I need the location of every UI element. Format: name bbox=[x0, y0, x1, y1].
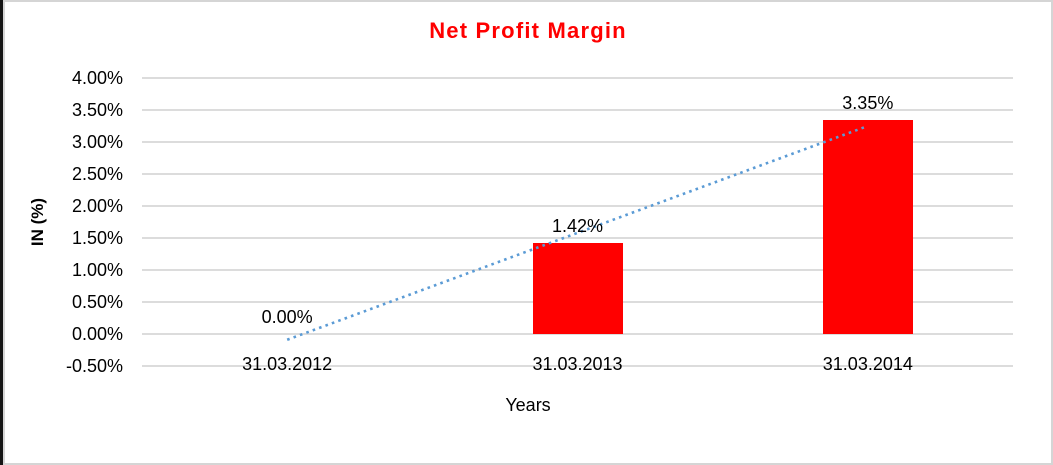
y-tick-label: 4.00% bbox=[71, 68, 123, 88]
gridline bbox=[142, 237, 1013, 239]
gridline bbox=[142, 109, 1013, 111]
x-category-label: 31.03.2013 bbox=[532, 354, 623, 374]
bar-31.03.2014 bbox=[822, 119, 913, 334]
y-tick-label: 1.50% bbox=[71, 228, 123, 248]
linear-trendline bbox=[286, 124, 869, 341]
data-label: 1.42% bbox=[551, 216, 604, 237]
x-category-label: 31.03.2012 bbox=[242, 354, 333, 374]
x-axis-title: Years bbox=[505, 395, 551, 415]
y-tick-label: 3.00% bbox=[71, 132, 123, 152]
net-profit-margin-chart: Net Profit Margin IN (%) 4.00% 3.50% 3.00%… bbox=[3, 0, 1053, 465]
y-tick-label: 1.00% bbox=[71, 260, 123, 280]
plot-area bbox=[142, 77, 1013, 367]
gridline bbox=[142, 205, 1013, 207]
gridline bbox=[142, 365, 1013, 367]
y-tick-label: 0.00% bbox=[71, 324, 123, 344]
y-tick-label: 2.50% bbox=[71, 164, 123, 184]
bar-31.03.2013 bbox=[532, 243, 623, 334]
y-tick-label: 2.00% bbox=[71, 196, 123, 216]
gridline bbox=[142, 173, 1013, 175]
gridline bbox=[142, 141, 1013, 143]
y-tick-label: 3.50% bbox=[71, 100, 123, 120]
y-tick-label: 0.50% bbox=[71, 292, 123, 312]
y-tick-label: -0.50% bbox=[65, 356, 123, 376]
gridline bbox=[142, 333, 1013, 335]
data-label: 0.00% bbox=[261, 307, 313, 327]
data-label: 3.35% bbox=[842, 92, 894, 113]
x-category-label: 31.03.2014 bbox=[822, 354, 913, 374]
chart-title: Net Profit Margin bbox=[429, 18, 627, 43]
gridline bbox=[142, 77, 1013, 79]
